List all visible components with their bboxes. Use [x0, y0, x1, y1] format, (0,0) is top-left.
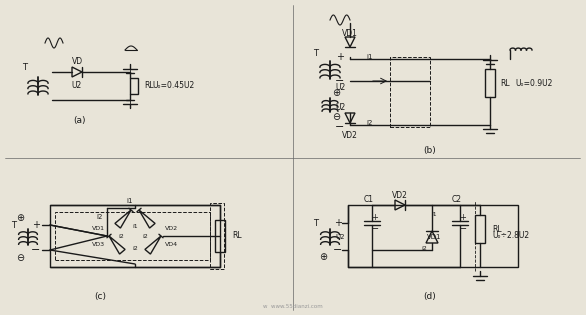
Text: ⊕: ⊕	[16, 213, 24, 223]
Text: U2: U2	[335, 234, 345, 240]
Text: i1: i1	[431, 213, 437, 217]
Text: U2: U2	[335, 102, 345, 112]
Text: −: −	[333, 245, 343, 255]
Text: T: T	[22, 62, 28, 72]
Bar	[475, 215, 485, 243]
Text: i1: i1	[367, 54, 373, 60]
Text: C2: C2	[452, 194, 462, 203]
Text: Uₒ=0.45U2: Uₒ=0.45U2	[152, 82, 194, 90]
Text: −: −	[335, 122, 345, 132]
Text: −: −	[371, 224, 379, 234]
Text: RL: RL	[144, 82, 154, 90]
Text: (a): (a)	[74, 116, 86, 124]
Text: w  www.55dianzi.com: w www.55dianzi.com	[263, 304, 323, 309]
Text: i1: i1	[127, 198, 133, 204]
Text: VD2: VD2	[342, 130, 358, 140]
Text: T: T	[314, 49, 319, 58]
Text: U2: U2	[335, 83, 345, 91]
Text: ⊖: ⊖	[16, 253, 24, 263]
Text: VD2: VD2	[165, 226, 178, 231]
Text: i2: i2	[132, 245, 138, 250]
Text: ⊕: ⊕	[319, 252, 327, 262]
Text: U2: U2	[72, 82, 82, 90]
Text: +: +	[334, 218, 342, 228]
Text: T: T	[314, 219, 319, 227]
Text: i2: i2	[367, 120, 373, 126]
Text: i2: i2	[421, 245, 427, 250]
Bar	[50, 205, 220, 267]
Bar	[210, 203, 224, 269]
Bar	[55, 212, 210, 260]
Text: i2: i2	[118, 233, 124, 238]
Text: VD4: VD4	[165, 242, 178, 247]
Text: RL: RL	[500, 78, 510, 88]
Text: VD3: VD3	[92, 242, 105, 247]
Text: +: +	[32, 220, 40, 230]
Text: −: −	[459, 224, 467, 234]
Text: VD1: VD1	[427, 234, 441, 240]
Bar	[215, 220, 225, 252]
Text: i1: i1	[132, 224, 138, 228]
Text: T: T	[12, 220, 16, 230]
Text: i2: i2	[142, 233, 148, 238]
Text: VD1: VD1	[342, 28, 358, 37]
Text: RL: RL	[492, 225, 502, 233]
Bar	[390, 57, 430, 127]
Text: +: +	[459, 214, 466, 222]
Bar	[485, 69, 495, 97]
Text: RL: RL	[232, 232, 241, 240]
Text: −: −	[31, 245, 40, 255]
Text: VD2: VD2	[392, 191, 408, 199]
Bar	[130, 78, 138, 94]
Text: (d): (d)	[424, 293, 437, 301]
Text: ⊕: ⊕	[332, 88, 340, 98]
Text: +: +	[372, 214, 379, 222]
Text: i2: i2	[97, 214, 103, 220]
Text: C1: C1	[364, 194, 374, 203]
Text: +: +	[336, 52, 344, 62]
Text: (c): (c)	[94, 293, 106, 301]
Text: −: −	[335, 76, 345, 86]
Text: (b): (b)	[424, 146, 437, 154]
Text: Uₒ=0.9U2: Uₒ=0.9U2	[515, 78, 553, 88]
Text: VD1: VD1	[92, 226, 105, 231]
Text: ⊖: ⊖	[332, 112, 340, 122]
Bar	[348, 205, 518, 267]
Text: Uₒ÷2.8U2: Uₒ÷2.8U2	[492, 232, 529, 240]
Text: VD: VD	[71, 58, 83, 66]
